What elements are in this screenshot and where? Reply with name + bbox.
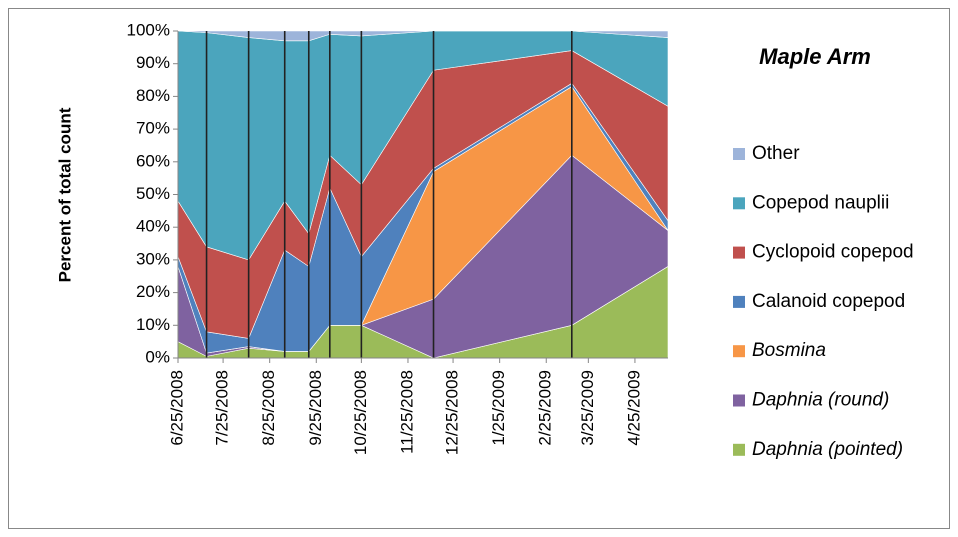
x-tick-label: 12/25/2008	[443, 370, 462, 455]
area	[177, 30, 669, 42]
legend-swatch	[733, 394, 745, 407]
chart-title: Maple Arm	[759, 44, 871, 69]
x-tick-label: 8/25/2008	[259, 370, 278, 446]
legend-label: Copepod nauplii	[752, 192, 889, 213]
legend-label: Cyclopoid copepod	[752, 242, 914, 263]
y-tick-label: 70%	[136, 119, 170, 138]
y-axis-label: Percent of total count	[55, 107, 74, 282]
y-tick-label: 60%	[136, 151, 170, 170]
x-tick-label: 6/25/2008	[167, 370, 186, 446]
legend-label: Calanoid copepod	[752, 291, 905, 312]
legend-label: Daphnia (round)	[752, 390, 889, 411]
x-tick-label: 1/25/2009	[489, 370, 508, 446]
x-tick-label: 10/25/2008	[351, 370, 370, 455]
legend-swatch	[733, 345, 745, 358]
y-tick-label: 40%	[136, 217, 170, 236]
legend-label: Other	[752, 143, 800, 164]
legend-label: Daphnia (pointed)	[752, 439, 903, 460]
x-tick-label: 7/25/2008	[213, 370, 232, 446]
legend-swatch	[733, 443, 745, 456]
x-tick-label: 9/25/2008	[306, 370, 325, 446]
y-tick-label: 0%	[145, 347, 170, 366]
legend-swatch	[733, 295, 745, 308]
x-tick-label: 2/25/2009	[536, 370, 555, 446]
legend-swatch	[733, 246, 745, 259]
y-tick-label: 20%	[136, 282, 170, 301]
x-tick-label: 3/25/2009	[578, 370, 597, 446]
y-tick-label: 10%	[136, 315, 170, 334]
y-tick-label: 50%	[136, 184, 170, 203]
x-tick-label: 4/25/2009	[624, 370, 643, 446]
y-tick-label: 100%	[127, 20, 170, 39]
y-tick-label: 30%	[136, 249, 170, 268]
y-tick-label: 80%	[136, 86, 170, 105]
legend-swatch	[733, 148, 745, 160]
legend-label: Bosmina	[752, 340, 826, 361]
y-tick-label: 90%	[136, 53, 170, 72]
legend-swatch	[733, 197, 745, 210]
x-tick-label: 11/25/2008	[397, 370, 416, 454]
